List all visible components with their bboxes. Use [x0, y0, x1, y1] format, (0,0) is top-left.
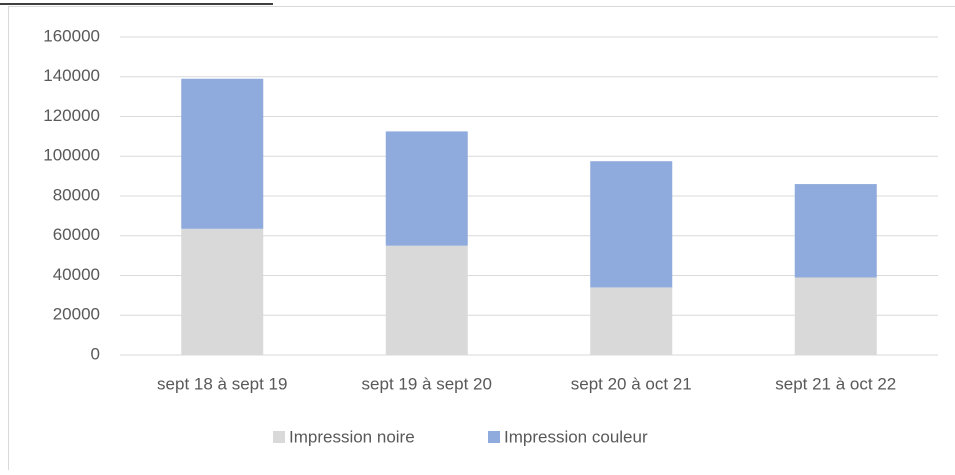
- bar-segment: [181, 78, 264, 229]
- y-tick-label: 60000: [53, 225, 100, 244]
- legend-label: Impression couleur: [504, 427, 648, 446]
- x-tick-label: sept 21 à oct 22: [775, 374, 896, 393]
- y-tick-label: 20000: [53, 305, 100, 324]
- y-tick-label: 80000: [53, 185, 100, 204]
- y-tick-label: 140000: [43, 66, 100, 85]
- y-tick-label: 120000: [43, 106, 100, 125]
- y-tick-label: 160000: [43, 26, 100, 45]
- bar-segment: [794, 184, 877, 278]
- bar-segment: [385, 131, 468, 246]
- legend-label: Impression noire: [289, 427, 415, 446]
- x-tick-label: sept 18 à sept 19: [157, 374, 287, 393]
- bar-segment: [794, 277, 877, 355]
- legend-swatch: [488, 431, 500, 443]
- y-tick-label: 100000: [43, 146, 100, 165]
- x-tick-label: sept 19 à sept 20: [362, 374, 492, 393]
- y-tick-label: 0: [91, 344, 100, 363]
- y-tick-label: 40000: [53, 265, 100, 284]
- legend-swatch: [273, 431, 285, 443]
- bar-segment: [181, 228, 264, 355]
- x-tick-label: sept 20 à oct 21: [571, 374, 692, 393]
- bar-segment: [385, 245, 468, 355]
- bar-segment: [590, 161, 673, 288]
- bar-segment: [590, 287, 673, 355]
